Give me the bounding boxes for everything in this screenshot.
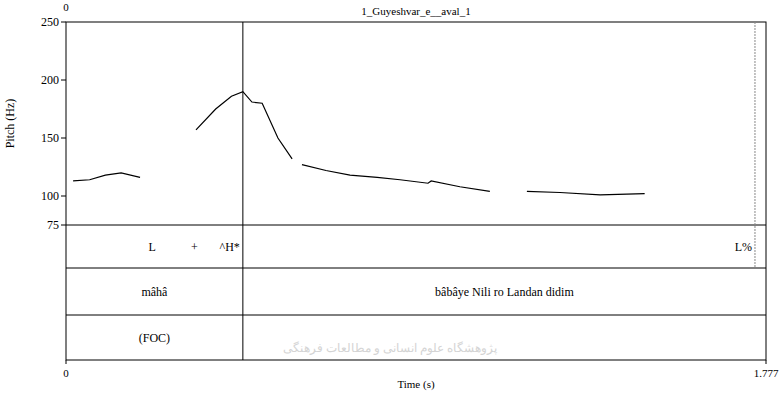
y-tick bbox=[61, 22, 66, 23]
plot-area bbox=[73, 92, 645, 195]
point-line bbox=[242, 22, 243, 268]
y-tick-label: 200 bbox=[41, 73, 59, 87]
interval-boundary bbox=[242, 315, 243, 360]
tier-border bbox=[66, 315, 766, 316]
y-axis-label: Pitch (Hz) bbox=[3, 99, 17, 149]
x-tick-label: 0 bbox=[63, 367, 69, 379]
point-label: L+^H* bbox=[149, 240, 240, 254]
y-tick-label: 250 bbox=[41, 15, 59, 29]
y-tick-label: 100 bbox=[41, 189, 59, 203]
x-tick bbox=[66, 360, 67, 364]
y-tick bbox=[61, 196, 66, 197]
y-tick bbox=[61, 80, 66, 81]
interval-label: mâhâ bbox=[141, 285, 168, 299]
y-tick bbox=[61, 225, 66, 226]
tier-border bbox=[66, 268, 766, 269]
x-axis-label: Time (s) bbox=[397, 378, 435, 391]
interval-label: bâbâye Nili ro Landan didim bbox=[435, 285, 574, 299]
point-label: L% bbox=[735, 240, 752, 254]
interval-boundary bbox=[242, 268, 243, 315]
point-line bbox=[754, 22, 755, 268]
y-tick-label: 150 bbox=[41, 131, 59, 145]
x-tick bbox=[766, 360, 767, 364]
y-tick bbox=[61, 138, 66, 139]
frame bbox=[66, 22, 766, 360]
title: 1_Guyeshvar_e__aval_1 bbox=[361, 5, 470, 17]
corner-label: 0 bbox=[63, 1, 69, 13]
x-tick-label: 1.777 bbox=[754, 367, 779, 379]
chart: پژوهشگاه علوم انسانی و مطالعات فرهنگی 1_G… bbox=[0, 0, 782, 397]
interval-label: (FOC) bbox=[139, 331, 170, 345]
tier-border bbox=[66, 225, 766, 226]
pitch-contour bbox=[73, 92, 645, 195]
y-tick-label: 75 bbox=[47, 218, 59, 232]
watermark: پژوهشگاه علوم انسانی و مطالعات فرهنگی bbox=[283, 341, 497, 355]
